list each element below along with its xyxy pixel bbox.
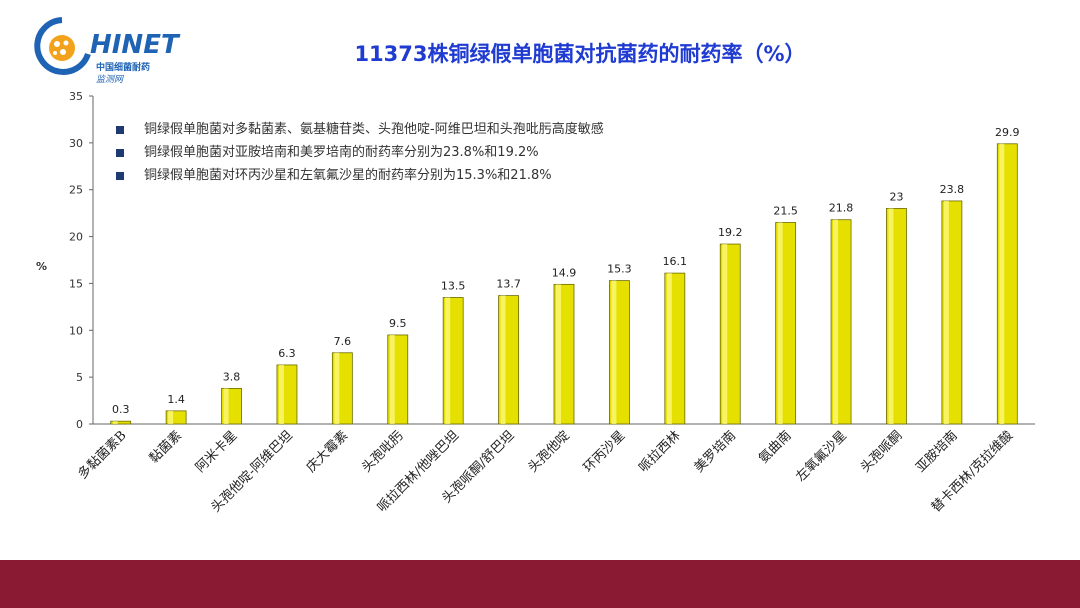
bar-highlight bbox=[722, 244, 728, 424]
bar-highlight bbox=[278, 364, 284, 424]
note-item: 铜绿假单胞菌对亚胺培南和美罗培南的耐药率分别为23.8%和19.2% bbox=[116, 141, 676, 164]
data-label: 1.4 bbox=[167, 393, 185, 406]
chart-title: 11373株铜绿假单胞菌对抗菌药的耐药率（%） bbox=[354, 42, 806, 66]
square-bullet-icon bbox=[116, 126, 124, 134]
bar-layer bbox=[110, 143, 1018, 425]
bar-highlight bbox=[556, 284, 561, 424]
category-label: 庆大霉素 bbox=[304, 428, 351, 475]
bar-highlight bbox=[611, 280, 617, 424]
y-tick-label: 20 bbox=[69, 231, 83, 244]
bar-highlight bbox=[334, 352, 340, 424]
category-label: 头孢哌酮 bbox=[857, 428, 905, 476]
data-label: 16.1 bbox=[663, 255, 688, 268]
note-item: 铜绿假单胞菌对环丙沙星和左氧氟沙星的耐药率分别为15.3%和21.8% bbox=[116, 164, 676, 187]
note-text: 铜绿假单胞菌对亚胺培南和美罗培南的耐药率分别为23.8%和19.2% bbox=[144, 145, 539, 160]
chinet-logo: HINET 中国细菌耐药 监测网 bbox=[30, 14, 200, 85]
y-tick-label: 15 bbox=[69, 277, 83, 290]
category-label: 头孢吡肟 bbox=[359, 428, 406, 475]
y-tick-label: 35 bbox=[69, 90, 83, 103]
bar-highlight bbox=[666, 273, 672, 424]
bar-highlight bbox=[445, 297, 451, 424]
data-label: 0.3 bbox=[112, 403, 130, 416]
data-label: 15.3 bbox=[607, 263, 632, 276]
y-tick-label: 0 bbox=[76, 418, 83, 431]
logo-subtitle: 中国细菌耐药 bbox=[96, 63, 151, 73]
category-label: 黏菌素 bbox=[146, 428, 185, 467]
note-text: 铜绿假单胞菌对环丙沙星和左氧氟沙星的耐药率分别为15.3%和21.8% bbox=[144, 168, 552, 183]
category-label: 阿米卡星 bbox=[193, 428, 240, 475]
note-item: 铜绿假单胞菌对多黏菌素、氨基糖苷类、头孢他啶-阿维巴坦和头孢吡肟高度敏感 bbox=[116, 118, 676, 141]
logo-globe-icon bbox=[34, 17, 91, 75]
data-label: 23 bbox=[889, 190, 903, 203]
data-label: 9.5 bbox=[389, 317, 407, 330]
footer-band bbox=[0, 560, 1080, 608]
data-label: 21.8 bbox=[829, 202, 854, 215]
data-label: 29.9 bbox=[995, 126, 1020, 139]
bar-highlight bbox=[389, 334, 395, 424]
data-label: 7.6 bbox=[334, 335, 352, 348]
data-label: 23.8 bbox=[940, 183, 965, 196]
bar-highlight bbox=[943, 200, 949, 424]
category-label: 左氧氟沙星 bbox=[793, 428, 850, 485]
category-label: 哌拉西林 bbox=[636, 428, 684, 476]
bar-highlight bbox=[112, 421, 118, 424]
category-label: 多黏菌素B bbox=[75, 428, 130, 483]
data-label: 14.9 bbox=[552, 266, 577, 279]
y-tick-label: 10 bbox=[69, 324, 83, 337]
square-bullet-icon bbox=[116, 149, 124, 157]
data-label: 21.5 bbox=[773, 205, 798, 218]
bar-highlight bbox=[168, 410, 174, 424]
y-axis-label: % bbox=[36, 260, 48, 273]
logo-subtitle-2: 监测网 bbox=[96, 75, 124, 85]
data-label: 13.5 bbox=[441, 279, 466, 292]
data-label: 6.3 bbox=[278, 347, 296, 360]
bar-highlight bbox=[223, 388, 229, 424]
category-label: 美罗培南 bbox=[691, 428, 739, 476]
category-label: 氨曲南 bbox=[756, 428, 795, 467]
data-label: 3.8 bbox=[223, 370, 241, 383]
bar-highlight bbox=[833, 219, 839, 424]
data-label: 13.7 bbox=[496, 278, 521, 291]
bar-highlight bbox=[888, 208, 894, 424]
bar bbox=[110, 420, 132, 425]
category-label: 环丙沙星 bbox=[581, 428, 628, 475]
logo-brand: HINET bbox=[90, 30, 179, 60]
data-label: 19.2 bbox=[718, 226, 743, 239]
square-bullet-icon bbox=[116, 172, 124, 180]
y-tick-label: 30 bbox=[69, 137, 83, 150]
bar-chart: 0 5 10 15 20 25 30 35 0.3 多黏菌素B 1.4 黏菌素 3.8 阿米卡星 6.3 头… bbox=[69, 90, 1035, 515]
bar-highlight bbox=[777, 222, 783, 424]
notes-box: 铜绿假单胞菌对多黏菌素、氨基糖苷类、头孢他啶-阿维巴坦和头孢吡肟高度敏感 铜绿假… bbox=[116, 118, 676, 187]
note-text: 铜绿假单胞菌对多黏菌素、氨基糖苷类、头孢他啶-阿维巴坦和头孢吡肟高度敏感 bbox=[144, 122, 604, 137]
category-label: 头孢他啶 bbox=[525, 428, 572, 475]
bar-highlight bbox=[999, 143, 1005, 424]
y-tick-label: 25 bbox=[69, 184, 83, 197]
bar-highlight bbox=[500, 295, 506, 424]
y-tick-label: 5 bbox=[76, 371, 83, 384]
category-label: 亚胺培南 bbox=[913, 428, 961, 476]
